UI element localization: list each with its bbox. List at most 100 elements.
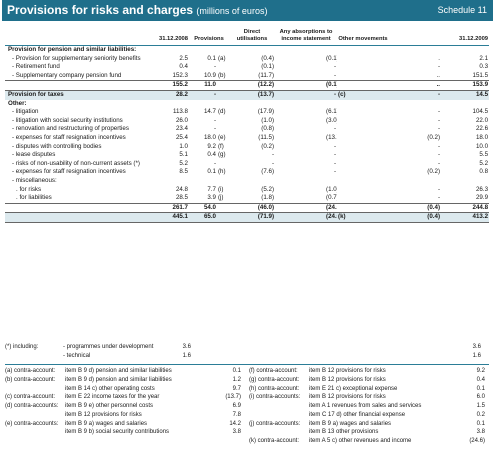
contra-value: 6.9 xyxy=(232,403,241,410)
value-cell: - xyxy=(333,168,337,176)
value-cell: (e) xyxy=(218,133,226,141)
value-cell: 10.0 xyxy=(475,142,489,150)
value-cell: 22.0 xyxy=(475,116,489,124)
value-cell xyxy=(337,80,390,91)
contra-value: 3.8 xyxy=(476,429,485,436)
value-cell: 26.0 xyxy=(175,116,188,124)
value-cell: - xyxy=(333,159,337,167)
value-cell xyxy=(337,117,389,126)
table-row: - Provision for supplementary seniority … xyxy=(5,55,489,64)
value-cell xyxy=(275,108,325,117)
value-cell: 413.2 xyxy=(441,212,490,223)
table-row: - risks of non-usability of non-current … xyxy=(5,160,489,169)
contra-row: item A 1 revenues from sales and service… xyxy=(249,402,489,411)
value-cell xyxy=(217,160,229,169)
value-cell: 18.0 xyxy=(475,133,489,141)
contra-left: (a) contra-account: item B 9 d) pension a… xyxy=(5,367,245,437)
value-cell: 113.8 xyxy=(172,108,188,116)
value-cell xyxy=(217,90,230,100)
value-cell: (0.4) xyxy=(389,212,442,223)
contra-row: item B 12 provisions for risks 7.8 xyxy=(5,411,245,420)
value-cell: 5.2 xyxy=(479,159,489,167)
row-label: Other: xyxy=(8,99,27,107)
value-cell: - xyxy=(333,63,337,71)
contra-row: (j) contra-accounts: item B 9 a) wages an… xyxy=(249,420,489,429)
value-cell xyxy=(217,125,229,134)
contra-item: item B 9 d) pension and similar liabilit… xyxy=(65,368,172,375)
col-header: Other movements xyxy=(337,29,390,46)
value-cell: - xyxy=(325,90,338,100)
value-cell xyxy=(337,194,389,203)
contra-value: 0.4 xyxy=(476,377,485,384)
value-cell: - xyxy=(333,151,337,159)
contra-row: (b) contra-account: item B 9 d) pension a… xyxy=(5,376,245,385)
value-cell: 445.1 xyxy=(151,212,189,223)
contra-value: 0.1 xyxy=(232,368,241,375)
contra-item: item B 9 d) pension and similar liabilit… xyxy=(65,377,172,384)
value-cell: 2.5 xyxy=(179,54,188,62)
value-cell xyxy=(337,134,389,143)
value-cell: 0.4 xyxy=(179,63,188,71)
value-cell: - xyxy=(389,90,442,100)
value-cell xyxy=(275,212,326,223)
value-cell xyxy=(217,177,229,186)
value-cell: (a) xyxy=(218,54,226,62)
value-cell: (0.4) xyxy=(261,54,275,62)
contra-row: (k) contra-account: item A 5 c) other rev… xyxy=(249,437,489,446)
row-label: - risks of non-usability of non-current … xyxy=(12,159,140,167)
value-cell: (j) xyxy=(218,194,224,202)
contra-row: (g) contra-account: item B 12 provisions … xyxy=(249,376,489,385)
table-row: . for risks 24.8 7.7(i) (5.2) (1.0) - 26.3 xyxy=(5,186,489,195)
value-cell xyxy=(337,55,389,64)
value-cell: - xyxy=(333,71,337,79)
contra-item: item B 9 a) wages and salaries xyxy=(65,420,148,427)
contra-value: 7.8 xyxy=(232,411,241,418)
value-cell: (6.1) xyxy=(326,108,337,116)
footnote-item-label: - technical xyxy=(63,352,91,359)
contra-right: (f) contra-account: item B 12 provisions … xyxy=(249,367,489,445)
value-cell: 244.8 xyxy=(441,202,490,214)
value-cell: 14.7 xyxy=(203,108,216,116)
value-cell: - xyxy=(437,125,441,133)
contra-row: item B 14 c) other operating costs 9.7 xyxy=(5,385,245,394)
contra-item: item B 9 a) wages and salaries xyxy=(309,420,392,427)
contra-value: (24.6) xyxy=(469,437,485,444)
value-cell: (11.5) xyxy=(258,133,275,141)
value-cell: 54.0 xyxy=(189,202,217,214)
contra-item: item C 17 d) other financial expense xyxy=(309,411,406,418)
value-cell: 25.4 xyxy=(175,133,188,141)
value-cell: 8.5 xyxy=(179,168,188,176)
value-cell: .. xyxy=(436,71,441,79)
row-label: . for liabilities xyxy=(16,194,52,202)
contra-item: item E 21 c) exceptional expense xyxy=(309,385,398,392)
value-cell xyxy=(275,202,326,214)
value-cell: (13.7) xyxy=(326,133,337,141)
contra-item: item B 12 provisions for risks xyxy=(309,368,386,375)
value-cell: 5.5 xyxy=(479,151,489,159)
value-cell: 18.0 xyxy=(203,133,216,141)
schedule-number: Schedule 11 xyxy=(437,5,487,15)
value-cell: (0.1) xyxy=(261,63,275,71)
table-row: - disputes with controlling bodies 1.0 9.2… xyxy=(5,143,489,152)
value-cell xyxy=(337,63,389,72)
contra-value: 0.1 xyxy=(476,420,485,427)
value-cell xyxy=(389,177,441,186)
value-cell: (17.9) xyxy=(257,108,275,116)
row-label xyxy=(5,80,151,91)
footnote-star-label: (*) including: xyxy=(5,344,39,350)
value-cell: . xyxy=(438,54,441,62)
contra-row: (d) contra-accounts: item B 9 e) other pe… xyxy=(5,402,245,411)
row-label xyxy=(5,202,151,214)
value-cell: 151.5 xyxy=(472,71,489,79)
value-cell: (f) xyxy=(218,142,224,150)
value-cell xyxy=(217,117,229,126)
footnote-value-2009: 3.6 xyxy=(472,344,481,350)
section-row: Other: xyxy=(5,100,489,109)
value-cell: - xyxy=(437,185,441,193)
value-cell: (0.2) xyxy=(261,142,275,150)
table-row: - litigation 113.8 14.7(d) (17.9) (6.1) - 104.… xyxy=(5,108,489,117)
contra-row: (e) contra-accounts: item B 9 a) wages an… xyxy=(5,420,245,429)
value-cell xyxy=(337,125,389,134)
value-cell: (g) xyxy=(218,151,226,159)
value-cell: - xyxy=(271,151,275,159)
